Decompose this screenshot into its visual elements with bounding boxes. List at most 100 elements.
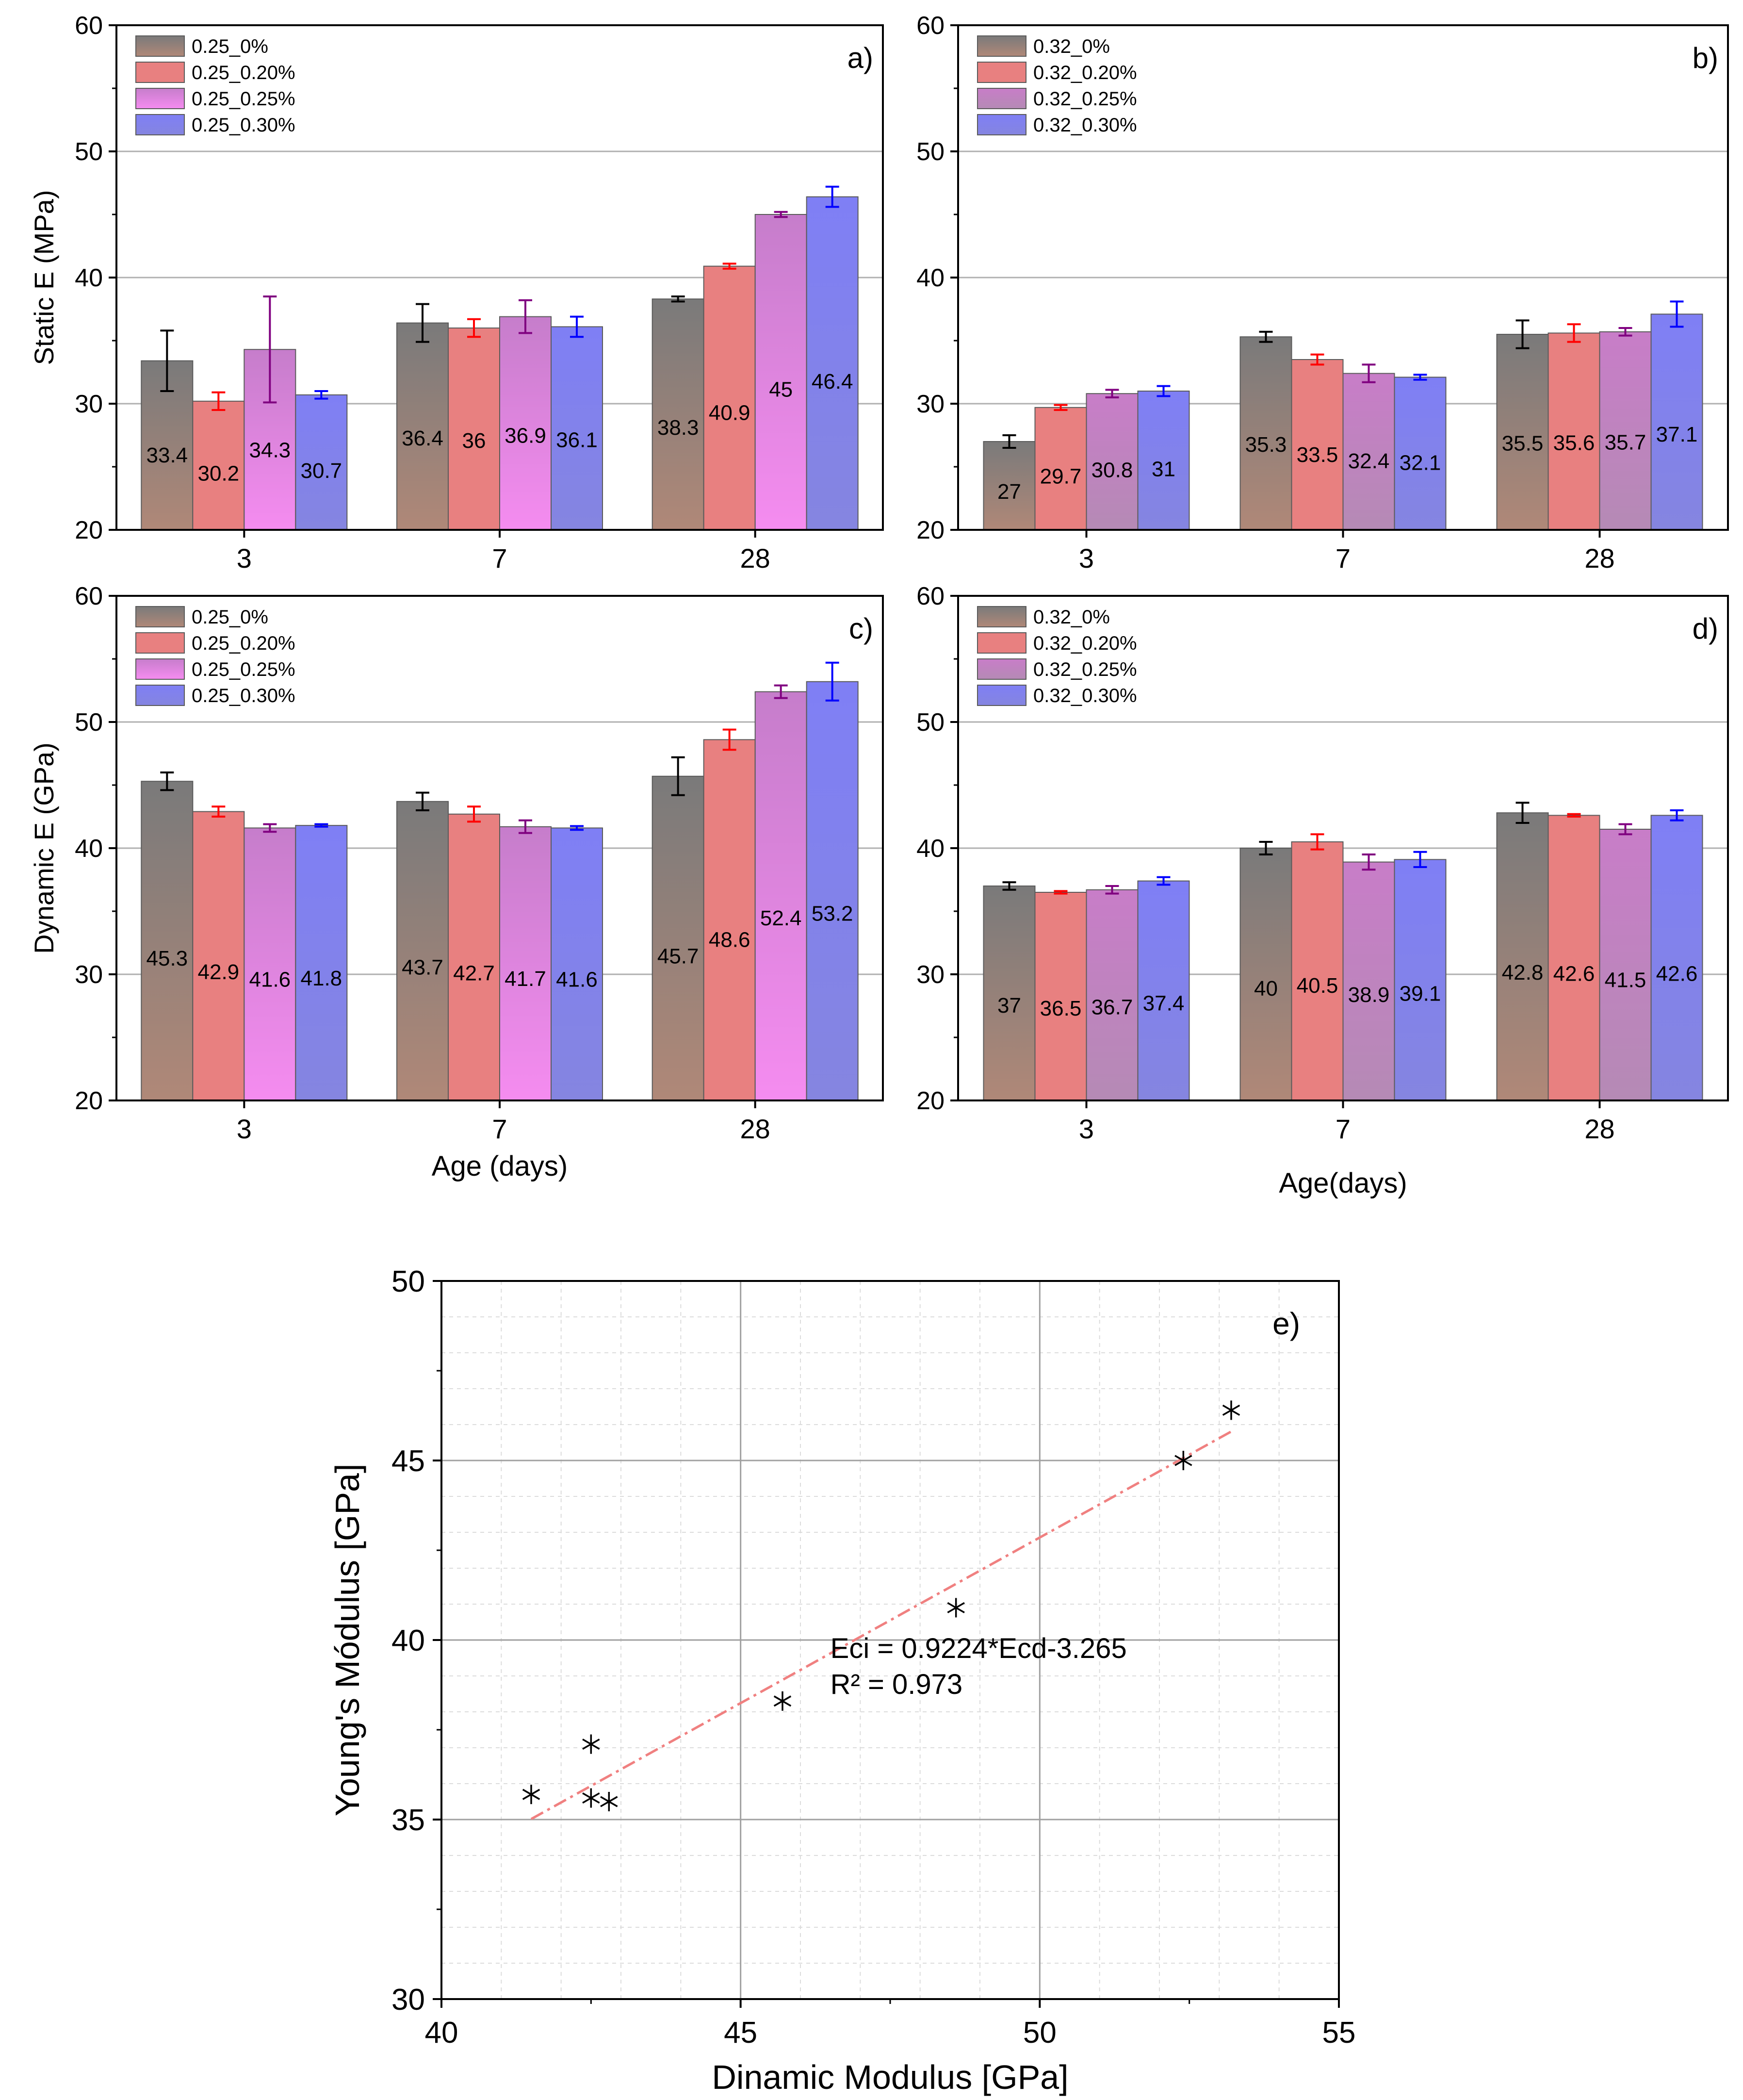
panel-label: e): [1272, 1306, 1300, 1341]
y-tick-label: 30: [391, 1983, 425, 2017]
bar-0.25_0.25%-28: [754, 214, 807, 530]
data-label: 30.7: [301, 459, 342, 483]
bar-0.32_0%-28: [1496, 334, 1549, 530]
fit-line: [530, 1430, 1232, 1821]
legend-label: 0.25_0%: [192, 36, 268, 57]
y-axis-title: Static E (MPa): [29, 190, 59, 365]
data-label: 36.4: [402, 427, 443, 450]
data-label: 39.1: [1400, 982, 1441, 1006]
x-axis-title: Age (days): [432, 1150, 568, 1182]
data-label: 45: [769, 378, 793, 402]
data-label: 45.3: [147, 947, 188, 970]
legend-label: 0.25_0.30%: [192, 685, 295, 706]
panel-label: b): [1693, 42, 1718, 74]
x-tick-label: 7: [492, 543, 507, 574]
data-label: 37.1: [1656, 423, 1698, 446]
y-tick-label: 20: [916, 516, 945, 544]
x-tick-label: 28: [740, 543, 770, 574]
marker-stroke: [582, 1739, 600, 1750]
legend-label: 0.25_0.20%: [192, 633, 295, 654]
bar-0.32_0%-28: [1496, 812, 1549, 1101]
data-label: 48.6: [709, 928, 750, 952]
x-tick-label: 55: [1322, 2016, 1356, 2050]
y-tick-label: 35: [391, 1804, 425, 1837]
x-tick-label: 28: [1584, 1114, 1614, 1144]
bar-0.25_0%-28: [652, 298, 704, 530]
data-label: 36.1: [556, 428, 598, 452]
x-axis-title: Dinamic Modulus [GPa]: [712, 2058, 1068, 2096]
legend-swatch: [135, 35, 185, 57]
data-label: 53.2: [812, 902, 853, 926]
data-label: 46.4: [812, 370, 853, 394]
bar-0.32_0%-3: [983, 886, 1036, 1101]
bar-0.32_0.30%-3: [1137, 391, 1190, 530]
bar-0.32_0.25%-7: [1342, 861, 1395, 1101]
bar-0.32_0.25%-28: [1599, 829, 1652, 1101]
bar-0.32_0%-7: [1239, 336, 1292, 530]
y-tick-label: 50: [916, 138, 945, 166]
legend-label: 0.25_0.20%: [192, 62, 295, 83]
legend-swatch: [977, 88, 1026, 109]
bar-0.25_0.20%-7: [448, 328, 500, 530]
y-tick-label: 30: [916, 961, 945, 989]
x-tick-label: 7: [492, 1114, 507, 1144]
data-label: 38.3: [657, 416, 699, 440]
y-tick-label: 30: [916, 390, 945, 418]
marker-stroke: [1174, 1455, 1192, 1466]
panel-label: c): [849, 612, 873, 645]
bar-0.25_0.25%-3: [244, 827, 296, 1101]
bar-0.32_0.25%-28: [1599, 331, 1652, 530]
data-label: 29.7: [1040, 465, 1082, 489]
data-label: 43.7: [402, 956, 443, 980]
marker-stroke: [1222, 1404, 1240, 1416]
data-label: 36.7: [1091, 996, 1133, 1019]
data-label: 32.4: [1348, 449, 1390, 473]
data-label: 34.3: [249, 439, 291, 462]
data-label: 38.9: [1348, 983, 1390, 1007]
bar-0.32_0.30%-7: [1394, 859, 1447, 1101]
data-label: 36.5: [1040, 997, 1082, 1020]
y-tick-label: 60: [916, 12, 945, 40]
bar-0.25_0.25%-7: [499, 826, 552, 1101]
equation-text: Eci = 0.9224*Ecd-3.265: [831, 1633, 1127, 1664]
x-tick-label: 3: [1079, 1114, 1094, 1144]
legend-swatch: [135, 685, 185, 706]
bar-0.25_0.30%-28: [806, 196, 859, 531]
marker-stroke: [773, 1695, 792, 1707]
data-label: 35.3: [1245, 433, 1287, 457]
legend-label: 0.32_0.20%: [1033, 62, 1137, 83]
y-tick-label: 40: [391, 1624, 425, 1657]
bar-0.32_0.20%-28: [1548, 332, 1600, 531]
data-label: 40: [1254, 977, 1278, 1001]
x-tick-label: 45: [724, 2016, 757, 2050]
bar-0.32_0.25%-7: [1342, 373, 1395, 530]
data-label: 42.8: [1502, 961, 1544, 984]
data-label: 41.5: [1605, 968, 1646, 992]
data-label: 52.4: [760, 906, 802, 930]
bar-0.32_0%-7: [1239, 848, 1292, 1101]
scatter-point: [773, 1691, 792, 1711]
bar-0.25_0.20%-28: [703, 265, 756, 530]
marker-stroke: [947, 1602, 965, 1613]
x-tick-label: 7: [1336, 543, 1351, 574]
data-label: 35.7: [1605, 430, 1646, 454]
legend-swatch: [977, 606, 1026, 627]
scatter-point: [600, 1792, 618, 1811]
data-label: 35.6: [1553, 431, 1595, 455]
legend-label: 0.25_0%: [192, 607, 268, 628]
panel-c: 45.3 43.7 45.7 42.9 42.7 48.6 41.6 41.7 52.4 41.8…: [29, 582, 884, 1182]
scatter-point: [582, 1788, 600, 1808]
legend-swatch: [135, 632, 185, 654]
x-tick-label: 50: [1023, 2016, 1057, 2050]
bar-0.25_0%-28: [652, 775, 704, 1101]
data-label: 42.7: [453, 961, 495, 985]
data-label: 37: [997, 994, 1021, 1017]
legend-label: 0.25_0.30%: [192, 115, 295, 136]
x-tick-label: 3: [237, 1114, 252, 1144]
y-tick-label: 40: [916, 835, 945, 863]
y-tick-label: 60: [75, 12, 103, 40]
bar-0.25_0.30%-7: [551, 827, 603, 1101]
panel-a: 33.4 36.4 38.3 30.2 36 40.9 34.3 36.9 45 30.7 36.1…: [29, 12, 884, 574]
y-tick-label: 40: [75, 264, 103, 292]
data-label: 27: [997, 480, 1021, 504]
